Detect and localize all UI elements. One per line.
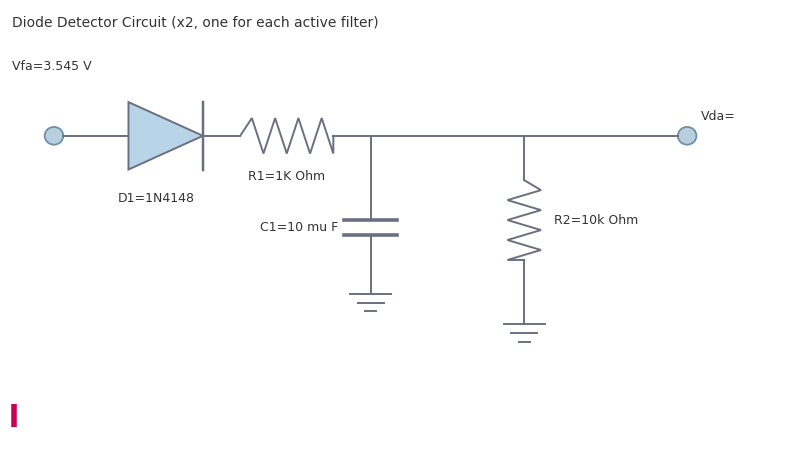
Circle shape — [45, 127, 63, 145]
Text: R2=10k Ohm: R2=10k Ohm — [554, 214, 638, 227]
Text: Vda=: Vda= — [701, 110, 736, 123]
Text: Vfa=3.545 V: Vfa=3.545 V — [12, 61, 92, 74]
Text: C1=10 mu F: C1=10 mu F — [260, 221, 338, 234]
Text: Diode Detector Circuit (x2, one for each active filter): Diode Detector Circuit (x2, one for each… — [12, 16, 379, 30]
Text: D1=1N4148: D1=1N4148 — [118, 192, 195, 205]
Polygon shape — [128, 102, 203, 170]
Circle shape — [677, 127, 697, 145]
Text: R1=1K Ohm: R1=1K Ohm — [248, 170, 325, 182]
